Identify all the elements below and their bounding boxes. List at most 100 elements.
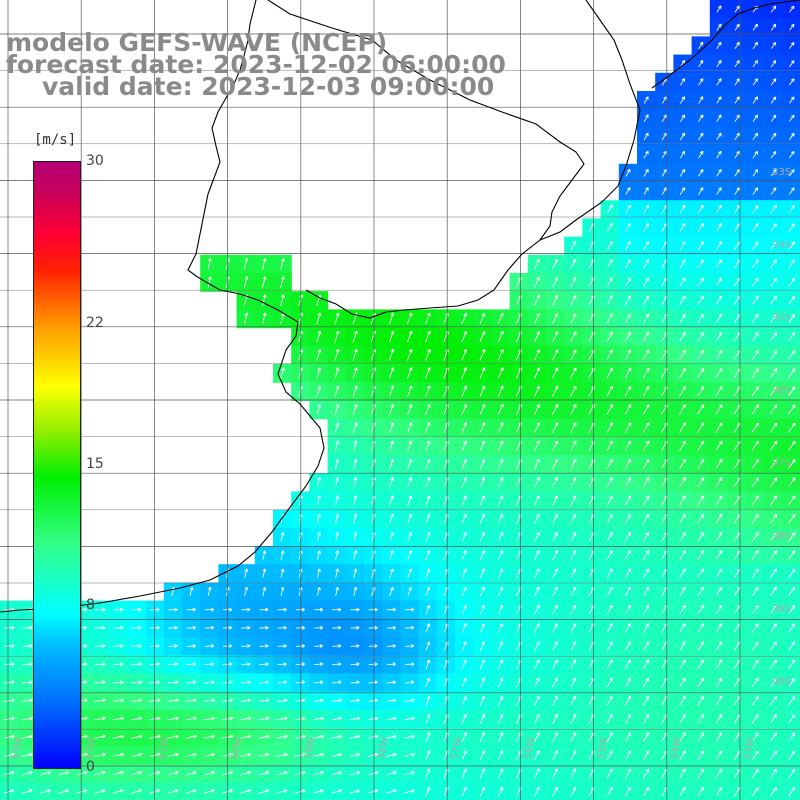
wind-arrow — [425, 659, 431, 669]
wind-arrow — [606, 550, 613, 560]
wind-arrow — [334, 440, 340, 452]
wind-arrow — [353, 477, 358, 488]
wind-arrow — [353, 513, 358, 524]
wind-arrow — [259, 625, 269, 630]
wind-arrow — [552, 568, 558, 579]
wind-arrow — [715, 223, 722, 232]
wind-arrow — [353, 550, 358, 560]
wind-arrow — [204, 643, 215, 648]
wind-arrow — [698, 169, 704, 177]
wind-arrow — [716, 132, 722, 141]
wind-arrow — [552, 477, 559, 488]
wind-arrow — [788, 605, 796, 615]
wind-arrow — [407, 458, 413, 470]
wind-arrow — [570, 440, 577, 452]
wind-arrow — [350, 680, 360, 685]
wind-arrow — [788, 568, 796, 578]
wind-arrow — [352, 348, 358, 361]
wind-arrow — [388, 403, 395, 415]
wind-arrow — [625, 623, 631, 633]
wind-arrow — [697, 331, 704, 342]
wind-arrow — [3, 643, 15, 648]
lat-label: 34S — [772, 240, 791, 251]
wind-arrow — [679, 349, 686, 360]
wind-arrow — [534, 458, 540, 470]
wind-arrow — [461, 458, 467, 470]
wind-arrow — [406, 348, 413, 361]
wind-arrow — [734, 60, 740, 68]
wind-arrow — [186, 643, 196, 648]
wind-arrow — [661, 132, 667, 141]
wind-arrow — [715, 641, 723, 651]
wind-arrow — [770, 332, 777, 342]
wind-arrow — [534, 258, 540, 269]
wind-arrow — [770, 605, 777, 615]
wind-arrow — [425, 623, 431, 633]
wind-arrow — [570, 331, 577, 342]
wind-arrow — [606, 623, 613, 633]
wind-arrow — [770, 132, 777, 141]
wind-arrow — [697, 368, 705, 379]
wind-arrow — [715, 477, 723, 488]
wind-arrow — [425, 695, 431, 706]
wind-arrow — [570, 277, 577, 288]
wind-arrow — [606, 677, 613, 688]
wind-arrow — [386, 644, 396, 648]
wind-arrow — [787, 477, 796, 488]
wind-arrow — [715, 495, 723, 506]
wind-arrow — [479, 531, 486, 542]
wind-arrow — [789, 96, 795, 104]
wind-arrow — [698, 78, 704, 86]
lat-label: 35S — [772, 313, 791, 324]
wind-arrow — [22, 643, 33, 648]
wind-arrow — [534, 513, 540, 524]
wind-arrow — [479, 422, 486, 434]
wind-arrow — [679, 331, 686, 342]
wind-arrow — [316, 367, 322, 379]
wind-arrow — [697, 313, 704, 324]
wind-arrow — [479, 330, 486, 343]
wind-arrow — [552, 604, 558, 615]
wind-arrow — [570, 495, 577, 506]
wind-arrow — [498, 677, 504, 688]
wind-arrow — [425, 568, 431, 578]
wind-arrow — [295, 698, 306, 703]
wind-arrow — [479, 477, 486, 488]
wind-arrow — [679, 404, 686, 415]
wind-arrow — [752, 204, 759, 214]
wind-arrow — [752, 605, 759, 615]
wind-arrow — [679, 477, 686, 488]
wind-arrow — [534, 477, 540, 488]
wind-cell — [782, 782, 800, 800]
wind-arrow — [770, 623, 777, 633]
wind-arrow — [425, 586, 431, 597]
wind-arrow — [697, 623, 704, 633]
wind-arrow — [643, 241, 649, 251]
wind-arrow — [679, 604, 686, 615]
wind-arrow — [425, 403, 431, 415]
wind-arrow — [353, 458, 358, 470]
wind-arrow — [624, 367, 632, 379]
wind-arrow — [3, 680, 15, 685]
wind-arrow — [261, 294, 267, 307]
wind-arrow — [661, 187, 667, 195]
wind-arrow — [788, 513, 796, 524]
wind-arrow — [243, 257, 249, 270]
wind-arrow — [715, 422, 723, 433]
wind-arrow — [734, 5, 740, 13]
wind-arrow — [606, 259, 613, 269]
wind-arrow — [534, 604, 540, 615]
wind-arrow — [679, 295, 686, 305]
wind-arrow — [625, 532, 631, 542]
wind-arrow — [425, 477, 431, 488]
wind-arrow — [552, 659, 558, 670]
lat-label: 38S — [772, 531, 791, 542]
wind-arrow — [316, 477, 321, 488]
wind-arrow — [313, 698, 324, 703]
wind-arrow — [715, 550, 723, 560]
wind-arrow — [788, 223, 795, 232]
lat-label: 39S — [772, 604, 791, 615]
wind-arrow — [679, 550, 686, 560]
wind-arrow — [262, 586, 267, 596]
wind-arrow — [259, 680, 269, 685]
